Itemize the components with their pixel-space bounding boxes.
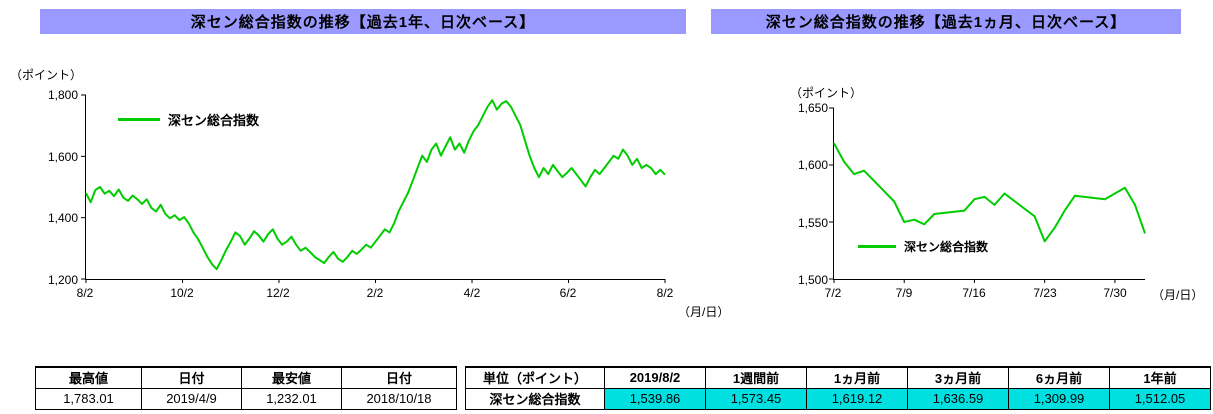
header-cell: 2019/8/2 bbox=[604, 366, 706, 389]
x-tick-label: 7/2 bbox=[824, 286, 842, 300]
legend-line-swatch bbox=[858, 245, 896, 248]
x-axis-unit-label: （月/日） bbox=[1152, 288, 1204, 302]
header-cell: 日付 bbox=[141, 366, 242, 389]
header-cell: 1ヵ月前 bbox=[806, 366, 908, 389]
x-tick-label: 12/2 bbox=[266, 286, 290, 300]
header-cell: 最安値 bbox=[241, 366, 342, 389]
value-cell: 1,636.59 bbox=[907, 387, 1009, 410]
x-tick-label: 7/23 bbox=[1033, 286, 1057, 300]
summary-value-row: 深セン総合指数 1,539.86 1,573.45 1,619.12 1,636… bbox=[465, 387, 1211, 410]
x-tick-label: 8/2 bbox=[76, 286, 94, 300]
x-tick-label: 2/2 bbox=[366, 286, 384, 300]
header-cell: 1週間前 bbox=[705, 366, 807, 389]
header-cell: 単位（ポイント） bbox=[465, 366, 605, 389]
x-tick-label: 7/30 bbox=[1103, 286, 1127, 300]
legend-label: 深セン総合指数 bbox=[904, 240, 989, 254]
x-tick-label: 7/16 bbox=[962, 286, 986, 300]
chart-title-1year: 深セン総合指数の推移【過去1年、日次ベース】 bbox=[40, 9, 686, 34]
line-chart-1month-svg bbox=[829, 107, 1146, 283]
line-chart-1year bbox=[81, 94, 666, 283]
chart-title-1month: 深セン総合指数の推移【過去1ヵ月、日次ベース】 bbox=[711, 9, 1181, 34]
value-cell: 2019/4/9 bbox=[141, 387, 242, 410]
y-axis-unit-label: （ポイント） bbox=[790, 86, 863, 100]
value-cell: 1,309.99 bbox=[1008, 387, 1110, 410]
summary-header-row: 単位（ポイント） 2019/8/2 1週間前 1ヵ月前 3ヵ月前 6ヵ月前 1年… bbox=[465, 366, 1211, 389]
y-tick-label: 1,400 bbox=[47, 211, 78, 225]
value-cell: 1,619.12 bbox=[806, 387, 908, 410]
value-cell: 1,232.01 bbox=[241, 387, 342, 410]
x-axis-unit-label: （月/日） bbox=[678, 305, 730, 319]
y-tick-label: 1,800 bbox=[47, 88, 78, 102]
header-cell: 日付 bbox=[341, 366, 457, 389]
legend-line-swatch bbox=[118, 118, 160, 121]
x-tick-label: 10/2 bbox=[170, 286, 194, 300]
legend-1month: 深セン総合指数 bbox=[858, 238, 988, 255]
extremes-header-row: 最高値 日付 最安値 日付 bbox=[35, 366, 457, 389]
extremes-table: 最高値 日付 最安値 日付 1,783.01 2019/4/9 1,232.01… bbox=[35, 366, 457, 410]
y-tick-label: 1,600 bbox=[797, 158, 828, 172]
y-tick-label: 1,650 bbox=[797, 101, 828, 115]
header-cell: 6ヵ月前 bbox=[1008, 366, 1110, 389]
value-cell: 1,783.01 bbox=[35, 387, 142, 410]
header-cell: 1年前 bbox=[1109, 366, 1211, 389]
legend-label: 深セン総合指数 bbox=[168, 113, 260, 128]
y-tick-label: 1,200 bbox=[47, 273, 78, 287]
x-tick-label: 7/9 bbox=[895, 286, 913, 300]
row-label-cell: 深セン総合指数 bbox=[465, 387, 605, 410]
y-tick-label: 1,500 bbox=[797, 273, 828, 287]
x-tick-label: 8/2 bbox=[656, 286, 674, 300]
y-tick-label: 1,550 bbox=[797, 216, 828, 230]
value-cell: 1,512.05 bbox=[1109, 387, 1211, 410]
line-chart-1month bbox=[829, 107, 1146, 283]
value-cell: 1,573.45 bbox=[705, 387, 807, 410]
y-tick-label: 1,600 bbox=[47, 150, 78, 164]
header-cell: 3ヵ月前 bbox=[907, 366, 1009, 389]
line-chart-1year-svg bbox=[81, 94, 666, 283]
header-cell: 最高値 bbox=[35, 366, 142, 389]
x-tick-label: 6/2 bbox=[559, 286, 577, 300]
summary-table: 単位（ポイント） 2019/8/2 1週間前 1ヵ月前 3ヵ月前 6ヵ月前 1年… bbox=[465, 366, 1211, 410]
legend-1year: 深セン総合指数 bbox=[118, 110, 259, 129]
extremes-value-row: 1,783.01 2019/4/9 1,232.01 2018/10/18 bbox=[35, 387, 457, 410]
y-axis-unit-label: （ポイント） bbox=[10, 68, 83, 82]
x-tick-label: 4/2 bbox=[463, 286, 481, 300]
value-cell: 1,539.86 bbox=[604, 387, 706, 410]
value-cell: 2018/10/18 bbox=[341, 387, 457, 410]
